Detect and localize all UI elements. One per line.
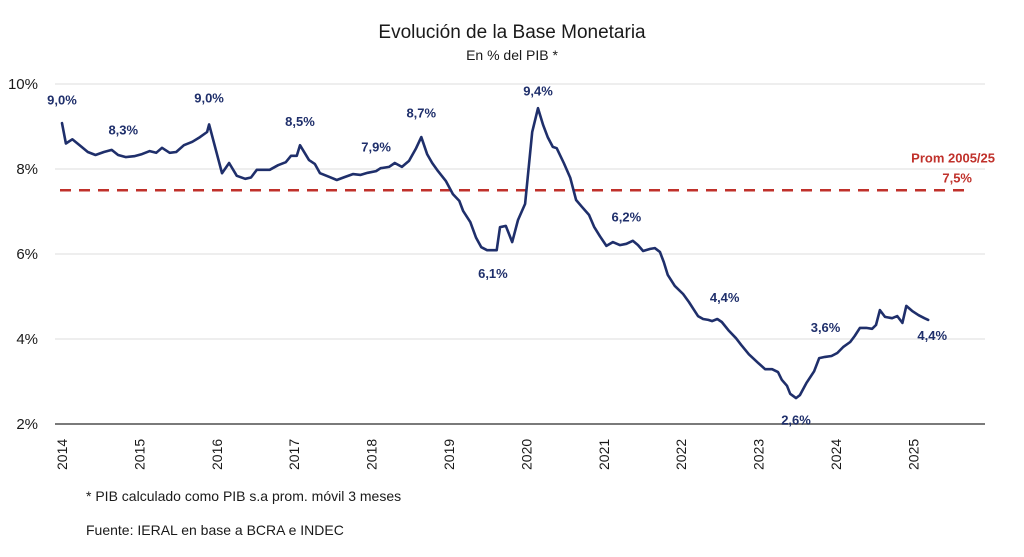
x-tick-label: 2018: [364, 439, 380, 470]
data-label: 6,2%: [612, 210, 642, 225]
y-tick-label: 6%: [16, 246, 38, 263]
x-tick-label: 2015: [131, 439, 147, 470]
data-label: 2,6%: [781, 413, 811, 428]
x-tick-label: 2014: [54, 439, 70, 470]
x-tick-label: 2025: [905, 439, 921, 470]
x-axis: 2014 2015 2016 2017 2018 2019 2020 2021 2022 2023…: [54, 439, 921, 470]
data-label: 7,9%: [361, 139, 391, 154]
y-axis: 2% 4% 6% 8% 10%: [8, 76, 38, 433]
y-tick-label: 8%: [16, 161, 38, 178]
x-tick-label: 2017: [286, 439, 302, 470]
data-label: 3,6%: [811, 320, 841, 335]
x-tick-label: 2020: [518, 439, 534, 470]
x-tick-label: 2023: [751, 439, 767, 470]
chart-subtitle: En % del PIB *: [466, 47, 558, 63]
footnote-pib: * PIB calculado como PIB s.a prom. móvil…: [86, 488, 401, 504]
gridlines: [55, 83, 985, 425]
y-tick-label: 2%: [16, 416, 38, 433]
data-label: 4,4%: [917, 328, 947, 343]
data-label: 8,7%: [406, 105, 436, 120]
series-line: [60, 106, 930, 400]
x-tick-label: 2022: [673, 439, 689, 470]
series-group: [60, 106, 930, 400]
data-label: 4,4%: [710, 290, 740, 305]
reference-line: Prom 2005/25 7,5%: [60, 150, 995, 192]
data-label: 8,3%: [108, 122, 138, 137]
data-label: 6,1%: [478, 266, 508, 281]
x-tick-label: 2021: [596, 439, 612, 470]
reference-label-name: Prom 2005/25: [911, 150, 995, 165]
y-tick-label: 10%: [8, 76, 38, 93]
data-label: 9,0%: [194, 91, 224, 106]
data-label: 9,4%: [523, 84, 553, 99]
chart-title: Evolución de la Base Monetaria: [378, 22, 646, 43]
x-tick-label: 2016: [209, 439, 225, 470]
x-tick-label: 2019: [441, 439, 457, 470]
y-tick-label: 4%: [16, 331, 38, 348]
data-labels: 9,0% 8,3% 9,0% 8,5% 7,9% 8,7% 6,1% 9,4% 6,2% 4,4%…: [47, 84, 947, 428]
x-tick-label: 2024: [828, 439, 844, 470]
data-label: 8,5%: [285, 114, 315, 129]
data-label: 9,0%: [47, 93, 77, 108]
reference-label-value: 7,5%: [942, 170, 972, 185]
footnote-source: Fuente: IERAL en base a BCRA e INDEC: [86, 522, 344, 538]
